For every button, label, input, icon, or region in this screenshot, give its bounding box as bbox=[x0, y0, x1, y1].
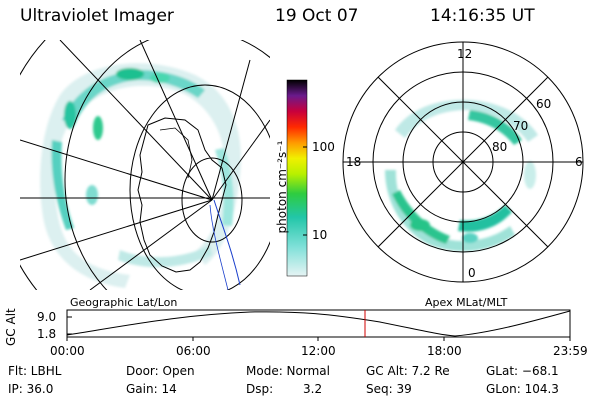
mlt-label-12: 12 bbox=[457, 47, 473, 61]
colorbar-unit-label: photon cm⁻²s⁻¹ bbox=[275, 140, 289, 234]
coastline bbox=[137, 117, 227, 273]
aurora-emission-polar bbox=[385, 99, 538, 252]
status-ip: IP: 36.0 bbox=[8, 382, 54, 396]
mlat-label-70: 70 bbox=[513, 119, 529, 133]
altitude-plot bbox=[66, 309, 571, 341]
xtick-1200: 12:00 bbox=[301, 344, 336, 358]
mlat-label-80: 80 bbox=[492, 140, 508, 154]
aurora-emission-geo bbox=[40, 63, 241, 288]
header-date: 19 Oct 07 bbox=[275, 6, 359, 26]
colorbar-tick-100: 100 bbox=[312, 140, 335, 154]
status-door: Door: Open bbox=[126, 364, 195, 378]
header-time: 14:16:35 UT bbox=[430, 6, 535, 26]
xtick-2359: 23:59 bbox=[553, 344, 588, 358]
geographic-map bbox=[20, 40, 270, 290]
xtick-1800: 18:00 bbox=[427, 344, 462, 358]
lat-circles bbox=[20, 40, 270, 290]
mlt-label-18: 18 bbox=[346, 155, 362, 169]
status-dsp-value: 3.2 bbox=[303, 382, 323, 396]
left-projection-label: Geographic Lat/Lon bbox=[70, 296, 178, 309]
altitude-ylabel: GC Alt bbox=[4, 308, 18, 346]
altitude-ytick-9: 9.0 bbox=[37, 310, 57, 324]
colorbar bbox=[286, 79, 308, 277]
status-gain: Gain: 14 bbox=[126, 382, 177, 396]
blue-meridian bbox=[213, 199, 241, 286]
xtick-0600: 06:00 bbox=[176, 344, 211, 358]
status-glat: GLat: −68.1 bbox=[486, 364, 559, 378]
status-mode: Mode: Normal bbox=[246, 364, 330, 378]
colorbar-tick-10: 10 bbox=[312, 228, 328, 242]
altitude-ytick-1: 1.8 bbox=[37, 327, 57, 341]
status-gc-alt: GC Alt: 7.2 Re bbox=[366, 364, 450, 378]
status-dsp-label: Dsp: bbox=[246, 382, 274, 396]
status-glon: GLon: 104.3 bbox=[486, 382, 559, 396]
status-flt: Flt: LBHL bbox=[8, 364, 62, 378]
polar-plot bbox=[342, 41, 584, 283]
altitude-curve bbox=[66, 310, 571, 337]
xtick-0000: 00:00 bbox=[50, 344, 85, 358]
meridians bbox=[20, 40, 270, 290]
mlat-label-60: 60 bbox=[536, 97, 552, 111]
right-projection-label: Apex MLat/MLT bbox=[425, 296, 508, 309]
mlt-label-6: 6 bbox=[575, 155, 583, 169]
instrument-title: Ultraviolet Imager bbox=[20, 6, 174, 26]
mlt-label-0: 0 bbox=[468, 266, 476, 280]
status-seq: Seq: 39 bbox=[366, 382, 412, 396]
